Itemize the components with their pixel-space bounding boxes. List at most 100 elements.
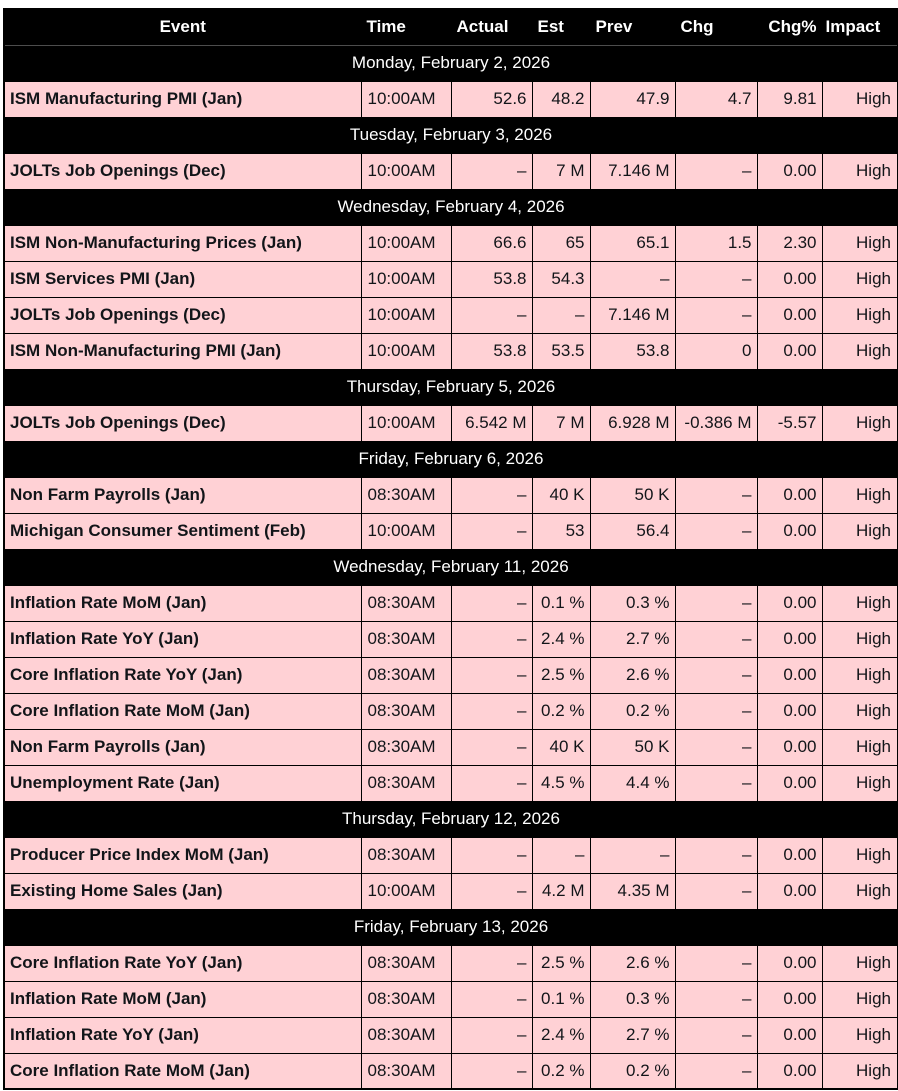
- cell-chgpct: 0.00: [756, 764, 823, 802]
- table-header-row: Event Time Actual Est Prev Chg Chg% Impact: [3, 8, 898, 46]
- cell-time: 08:30AM: [360, 692, 452, 730]
- cell-chgpct: 0.00: [756, 620, 823, 658]
- cell-chgpct: 0.00: [756, 296, 823, 334]
- cell-time: 10:00AM: [360, 260, 452, 298]
- event-row: ISM Non-Manufacturing PMI (Jan) 10:00AM 53…: [3, 332, 898, 370]
- cell-time: 10:00AM: [360, 512, 452, 550]
- date-label: Thursday, February 12, 2026: [3, 800, 898, 838]
- cell-est: 0.1 %: [531, 980, 591, 1018]
- cell-est: 65: [531, 224, 591, 262]
- cell-prev: 4.35 M: [589, 872, 676, 910]
- cell-chg: –: [674, 620, 758, 658]
- cell-est: 2.4 %: [531, 1016, 591, 1054]
- cell-chg: 0: [674, 332, 758, 370]
- cell-chg: –: [674, 728, 758, 766]
- cell-est: 4.2 M: [531, 872, 591, 910]
- cell-time: 08:30AM: [360, 476, 452, 514]
- cell-impact: High: [821, 728, 898, 766]
- date-separator-row: Thursday, February 12, 2026: [3, 800, 898, 838]
- cell-event: Inflation Rate MoM (Jan): [3, 584, 362, 622]
- cell-prev: –: [589, 836, 676, 874]
- col-header-prev: Prev: [589, 8, 676, 46]
- event-row: Inflation Rate MoM (Jan) 08:30AM –0.1 % 0.3…: [3, 980, 898, 1018]
- col-header-chgpct: Chg%: [756, 8, 823, 46]
- cell-chg: –: [674, 980, 758, 1018]
- cell-prev: 0.2 %: [589, 692, 676, 730]
- cell-prev: 2.6 %: [589, 944, 676, 982]
- cell-event: Non Farm Payrolls (Jan): [3, 728, 362, 766]
- cell-actual: –: [450, 512, 533, 550]
- cell-event: Michigan Consumer Sentiment (Feb): [3, 512, 362, 550]
- cell-prev: 65.1: [589, 224, 676, 262]
- cell-time: 08:30AM: [360, 728, 452, 766]
- cell-event: Existing Home Sales (Jan): [3, 872, 362, 910]
- cell-event: Core Inflation Rate MoM (Jan): [3, 1052, 362, 1090]
- cell-impact: High: [821, 260, 898, 298]
- cell-est: –: [531, 836, 591, 874]
- cell-time: 08:30AM: [360, 764, 452, 802]
- cell-actual: 53.8: [450, 260, 533, 298]
- event-row: Core Inflation Rate MoM (Jan) 08:30AM –0.2…: [3, 692, 898, 730]
- economic-calendar-table: Event Time Actual Est Prev Chg Chg% Impact Mond…: [3, 8, 898, 1090]
- cell-event: Unemployment Rate (Jan): [3, 764, 362, 802]
- cell-est: 0.2 %: [531, 692, 591, 730]
- cell-est: 2.4 %: [531, 620, 591, 658]
- cell-impact: High: [821, 944, 898, 982]
- cell-prev: 6.928 M: [589, 404, 676, 442]
- cell-impact: High: [821, 1016, 898, 1054]
- date-separator-row: Wednesday, February 11, 2026: [3, 548, 898, 586]
- cell-impact: High: [821, 476, 898, 514]
- cell-event: JOLTs Job Openings (Dec): [3, 152, 362, 190]
- cell-event: Inflation Rate MoM (Jan): [3, 980, 362, 1018]
- col-header-impact: Impact: [821, 8, 898, 46]
- cell-impact: High: [821, 584, 898, 622]
- cell-time: 10:00AM: [360, 224, 452, 262]
- cell-chg: –: [674, 656, 758, 694]
- cell-prev: 50 K: [589, 728, 676, 766]
- cell-chgpct: 0.00: [756, 944, 823, 982]
- date-separator-row: Friday, February 6, 2026: [3, 440, 898, 478]
- col-header-est: Est: [531, 8, 591, 46]
- event-row: JOLTs Job Openings (Dec) 10:00AM –7 M 7.146…: [3, 152, 898, 190]
- event-row: Core Inflation Rate YoY (Jan) 08:30AM –2.5…: [3, 656, 898, 694]
- cell-actual: –: [450, 584, 533, 622]
- cell-time: 10:00AM: [360, 872, 452, 910]
- date-label: Friday, February 13, 2026: [3, 908, 898, 946]
- cell-chgpct: 0.00: [756, 260, 823, 298]
- cell-event: JOLTs Job Openings (Dec): [3, 404, 362, 442]
- cell-actual: –: [450, 692, 533, 730]
- cell-event: ISM Services PMI (Jan): [3, 260, 362, 298]
- cell-impact: High: [821, 872, 898, 910]
- cell-chg: –: [674, 836, 758, 874]
- cell-prev: 7.146 M: [589, 296, 676, 334]
- cell-chg: –: [674, 584, 758, 622]
- cell-time: 08:30AM: [360, 1016, 452, 1054]
- cell-chgpct: 0.00: [756, 728, 823, 766]
- cell-chg: –: [674, 692, 758, 730]
- event-row: ISM Manufacturing PMI (Jan) 10:00AM 52.6 48…: [3, 80, 898, 118]
- cell-chg: –: [674, 512, 758, 550]
- cell-prev: 50 K: [589, 476, 676, 514]
- cell-actual: 6.542 M: [450, 404, 533, 442]
- date-separator-row: Thursday, February 5, 2026: [3, 368, 898, 406]
- cell-actual: –: [450, 728, 533, 766]
- cell-impact: High: [821, 764, 898, 802]
- event-row: Non Farm Payrolls (Jan) 08:30AM –40 K 50 K –…: [3, 728, 898, 766]
- cell-chgpct: 0.00: [756, 656, 823, 694]
- cell-chg: –: [674, 764, 758, 802]
- cell-chgpct: 0.00: [756, 1052, 823, 1090]
- cell-impact: High: [821, 692, 898, 730]
- cell-chgpct: 0.00: [756, 152, 823, 190]
- event-row: Inflation Rate MoM (Jan) 08:30AM –0.1 % 0.3…: [3, 584, 898, 622]
- date-label: Wednesday, February 4, 2026: [3, 188, 898, 226]
- cell-time: 10:00AM: [360, 80, 452, 118]
- cell-chgpct: 0.00: [756, 332, 823, 370]
- cell-actual: –: [450, 476, 533, 514]
- event-row: Core Inflation Rate YoY (Jan) 08:30AM –2.5…: [3, 944, 898, 982]
- date-label: Monday, February 2, 2026: [3, 44, 898, 82]
- cell-event: Inflation Rate YoY (Jan): [3, 1016, 362, 1054]
- date-separator-row: Wednesday, February 4, 2026: [3, 188, 898, 226]
- cell-actual: –: [450, 620, 533, 658]
- cell-est: 2.5 %: [531, 656, 591, 694]
